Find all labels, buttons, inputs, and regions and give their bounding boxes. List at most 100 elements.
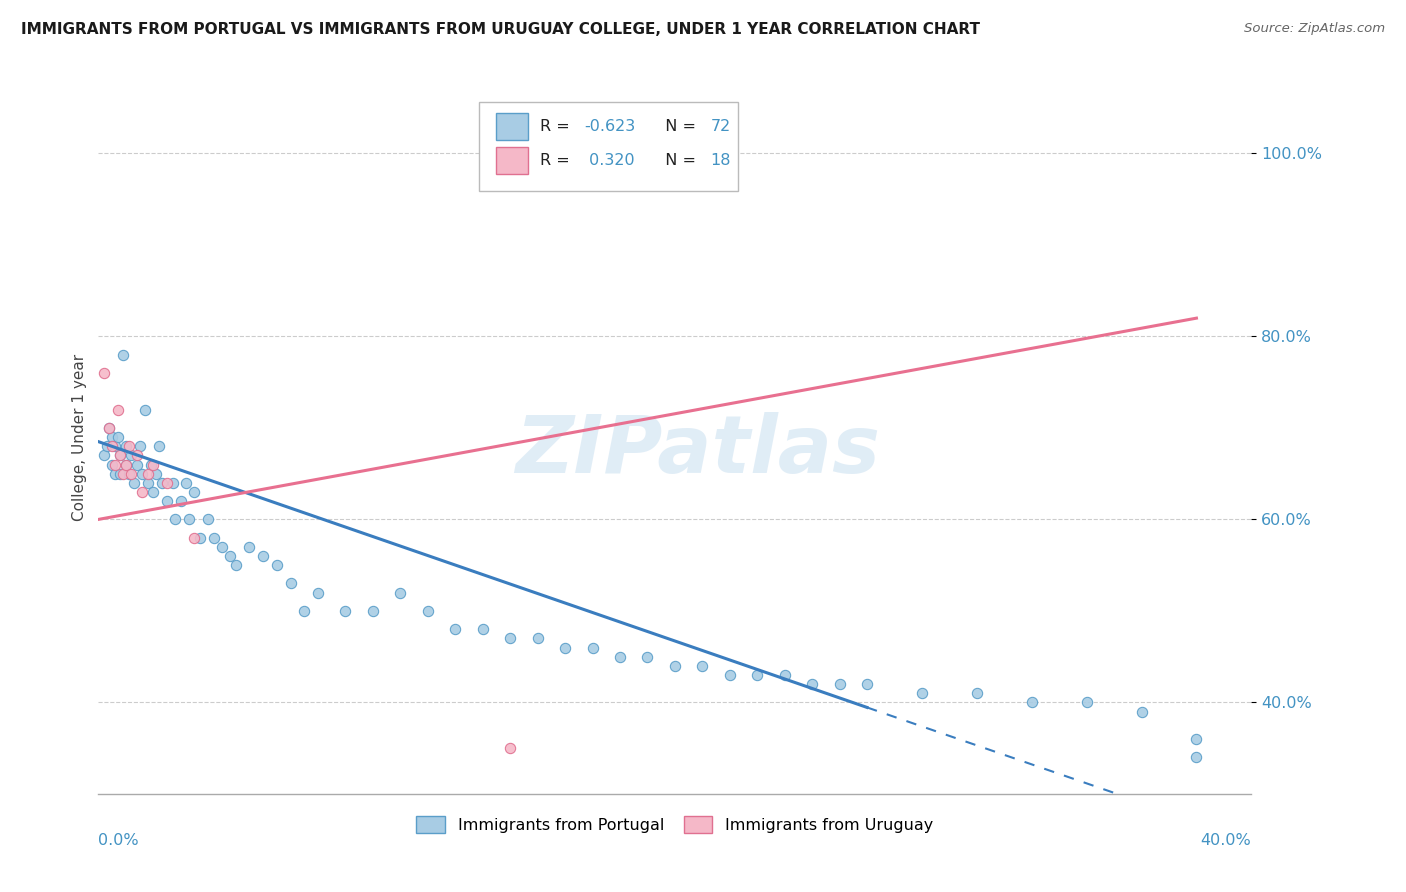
Point	[139, 458, 162, 472]
Point	[499, 741, 522, 756]
Point	[718, 668, 741, 682]
Point	[292, 604, 315, 618]
Point	[1185, 731, 1208, 746]
FancyBboxPatch shape	[496, 113, 529, 140]
Point	[93, 366, 115, 380]
Point	[104, 458, 127, 472]
Text: R =: R =	[540, 153, 575, 169]
Point	[252, 549, 274, 563]
Point	[856, 677, 879, 691]
Point	[101, 458, 124, 472]
Text: N =: N =	[655, 153, 702, 169]
Point	[115, 439, 138, 453]
FancyBboxPatch shape	[496, 147, 529, 175]
Point	[112, 348, 135, 362]
Point	[115, 458, 138, 472]
Point	[773, 668, 796, 682]
Point	[444, 622, 467, 636]
Point	[142, 458, 165, 472]
Point	[101, 430, 124, 444]
Point	[828, 677, 851, 691]
Point	[609, 649, 631, 664]
Point	[117, 439, 139, 453]
Point	[197, 512, 219, 526]
Point	[526, 632, 548, 646]
Point	[1185, 750, 1208, 764]
Text: 18: 18	[710, 153, 731, 169]
Point	[110, 449, 132, 463]
Text: 72: 72	[710, 120, 731, 134]
Point	[183, 485, 205, 500]
Point	[202, 531, 225, 545]
Text: N =: N =	[655, 120, 702, 134]
Point	[136, 467, 159, 481]
Point	[911, 686, 934, 700]
Text: IMMIGRANTS FROM PORTUGAL VS IMMIGRANTS FROM URUGUAY COLLEGE, UNDER 1 YEAR CORREL: IMMIGRANTS FROM PORTUGAL VS IMMIGRANTS F…	[21, 22, 980, 37]
Point	[120, 449, 142, 463]
Point	[280, 576, 302, 591]
Point	[801, 677, 824, 691]
Point	[177, 512, 200, 526]
Point	[1130, 705, 1153, 719]
Point	[115, 458, 138, 472]
Text: ZIPatlas: ZIPatlas	[516, 412, 880, 491]
Point	[107, 402, 129, 417]
Point	[156, 475, 179, 490]
Point	[142, 485, 165, 500]
Point	[128, 439, 150, 453]
Point	[131, 467, 153, 481]
Point	[134, 402, 156, 417]
Point	[692, 658, 714, 673]
Point	[174, 475, 197, 490]
Point	[636, 649, 658, 664]
Point	[1021, 695, 1043, 709]
Text: -0.623: -0.623	[583, 120, 636, 134]
Point	[1076, 695, 1098, 709]
Point	[98, 421, 121, 435]
Point	[664, 658, 686, 673]
Point	[499, 632, 522, 646]
Point	[966, 686, 988, 700]
Text: Source: ZipAtlas.com: Source: ZipAtlas.com	[1244, 22, 1385, 36]
Point	[104, 439, 127, 453]
Point	[131, 485, 153, 500]
FancyBboxPatch shape	[479, 102, 738, 191]
Point	[335, 604, 357, 618]
Point	[110, 449, 132, 463]
Point	[170, 494, 193, 508]
Text: R =: R =	[540, 120, 575, 134]
Point	[581, 640, 603, 655]
Point	[156, 494, 179, 508]
Point	[307, 585, 329, 599]
Point	[266, 558, 288, 573]
Point	[112, 467, 135, 481]
Point	[188, 531, 211, 545]
Point	[145, 467, 167, 481]
Point	[136, 475, 159, 490]
Point	[120, 467, 142, 481]
Point	[211, 540, 233, 554]
Point	[150, 475, 173, 490]
Point	[107, 430, 129, 444]
Text: 40.0%: 40.0%	[1201, 833, 1251, 848]
Point	[165, 512, 187, 526]
Point	[219, 549, 242, 563]
Point	[416, 604, 439, 618]
Point	[104, 467, 127, 481]
Point	[183, 531, 205, 545]
Y-axis label: College, Under 1 year: College, Under 1 year	[72, 353, 87, 521]
Point	[148, 439, 170, 453]
Point	[238, 540, 260, 554]
Point	[98, 421, 121, 435]
Point	[554, 640, 576, 655]
Point	[361, 604, 384, 618]
Point	[125, 449, 148, 463]
Point	[747, 668, 769, 682]
Point	[125, 458, 148, 472]
Point	[96, 439, 118, 453]
Point	[101, 439, 124, 453]
Point	[117, 467, 139, 481]
Point	[122, 475, 145, 490]
Text: 0.0%: 0.0%	[98, 833, 139, 848]
Point	[110, 467, 132, 481]
